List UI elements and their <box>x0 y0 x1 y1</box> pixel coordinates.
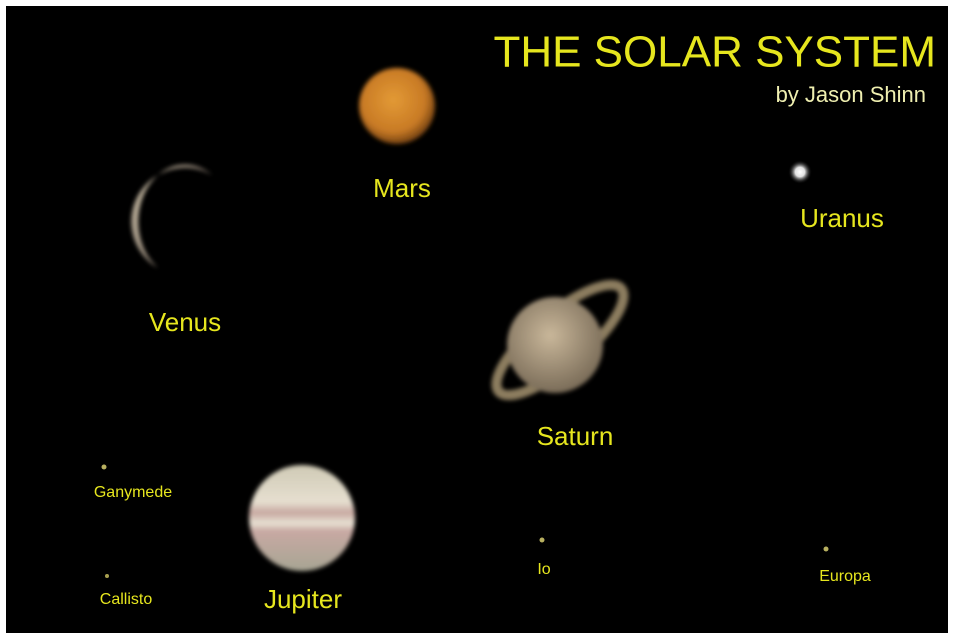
body-label: Ganymede <box>94 484 172 501</box>
body-label: Callisto <box>100 591 153 608</box>
author: by Jason Shinn <box>776 82 926 107</box>
body-label: Jupiter <box>264 584 342 614</box>
solar-system-image: THE SOLAR SYSTEM by Jason Shinn Mars Ven… <box>0 0 954 639</box>
uranus-image <box>788 160 812 184</box>
moon-dot <box>540 538 545 543</box>
body-label: Mars <box>373 173 431 203</box>
mars-image <box>359 68 435 144</box>
body-label: Europa <box>819 568 871 585</box>
body-label: Saturn <box>537 421 614 451</box>
moon-dot <box>824 547 829 552</box>
body-label: Uranus <box>800 203 884 233</box>
body-label: Venus <box>149 307 221 337</box>
jupiter-image <box>249 465 355 571</box>
page: THE SOLAR SYSTEM by Jason Shinn Mars Ven… <box>0 0 954 639</box>
title: THE SOLAR SYSTEM <box>493 28 936 77</box>
body-label: Io <box>537 561 550 578</box>
moon-dot <box>105 574 109 578</box>
moon-dot <box>102 465 107 470</box>
